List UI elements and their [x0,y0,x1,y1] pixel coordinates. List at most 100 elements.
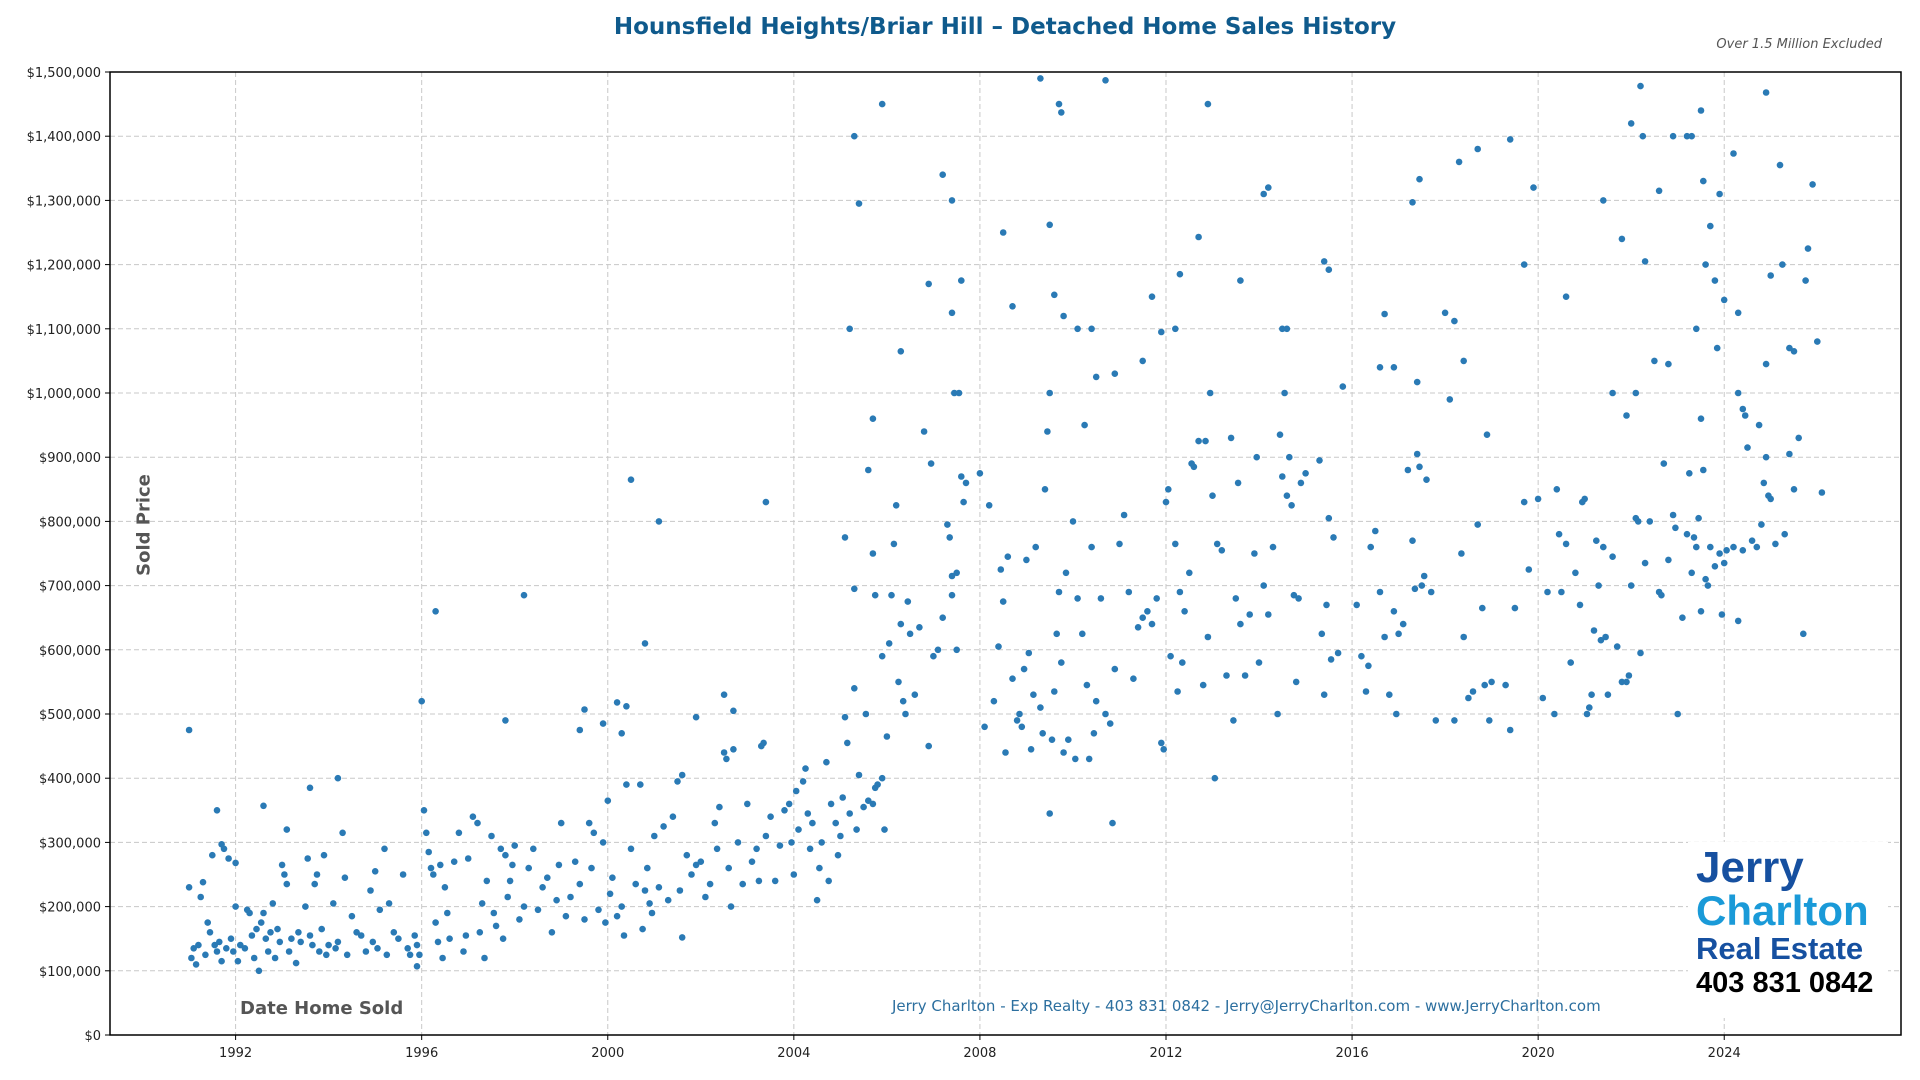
data-point [1469,688,1477,695]
data-point [371,868,379,875]
data-point [799,778,807,785]
data-point [1762,89,1770,96]
data-point [1265,611,1272,618]
data-point [1092,373,1100,381]
data-point [767,813,774,820]
data-point [253,925,260,933]
data-point [1700,466,1707,474]
data-point [390,929,398,936]
data-point [353,929,360,936]
data-point [1111,370,1119,378]
data-point [760,739,767,747]
data-point [1148,293,1156,301]
data-point [539,884,546,891]
data-point [1427,588,1435,596]
data-point [1051,291,1058,299]
data-point [297,938,305,946]
data-point [1597,636,1605,644]
data-point [660,823,667,830]
data-point [874,781,881,788]
data-point [1753,543,1761,551]
data-point [1302,470,1309,477]
data-point [1660,460,1668,467]
data-point [948,572,956,580]
data-point [1116,540,1123,548]
data-point [878,100,886,108]
data-point [716,803,723,811]
data-point [1053,630,1060,638]
data-point [255,967,263,975]
data-point [846,325,853,333]
chart-subtitle: Over 1.5 Million Excluded [1716,37,1882,52]
data-point [313,871,321,878]
data-point [1186,569,1193,577]
data-point [962,479,970,487]
data-point [985,502,993,509]
data-point [604,797,612,804]
data-point [906,630,914,638]
x-tick-label: 2016 [1336,1046,1369,1061]
data-point [283,826,291,833]
data-point [1695,514,1702,522]
data-point [383,951,391,959]
data-point [1395,630,1402,638]
data-point [1037,704,1044,711]
data-point [376,906,384,914]
data-point [1802,277,1809,284]
data-point [1634,518,1642,525]
data-point [423,829,430,837]
data-point [1058,109,1065,116]
data-point [1144,608,1151,615]
plot-frame [109,71,1902,1036]
data-point [1060,749,1067,756]
data-point [818,839,825,846]
data-point [1260,190,1267,198]
data-point [1720,559,1728,567]
data-point [1283,492,1291,500]
data-point [920,428,928,435]
data-point [834,851,842,859]
data-point [1711,563,1719,570]
data-point [855,771,863,779]
data-point [1506,726,1514,734]
data-point [1195,233,1202,241]
data-point [1018,723,1026,731]
y-tick-label: $800,000 [39,515,101,530]
data-point [618,730,625,737]
data-point [944,521,951,528]
data-point [637,781,644,788]
data-point [339,829,346,837]
data-point [1139,614,1146,621]
data-point [416,951,423,959]
data-point [425,848,433,856]
data-point [1255,659,1263,666]
data-point [925,280,932,288]
data-point [1581,495,1588,503]
data-point [692,861,700,869]
data-point [1058,659,1065,666]
data-point [655,884,663,891]
data-point [1651,357,1658,365]
data-point [1627,582,1635,589]
data-point [441,884,449,891]
data-point [1739,547,1747,554]
data-point [432,919,439,926]
data-point [502,717,509,724]
data-point [462,932,470,939]
data-point [234,957,242,965]
data-point [576,726,584,734]
data-point [1004,553,1012,560]
data-point [1325,266,1333,274]
data-point [534,906,542,914]
data-point [1767,495,1774,503]
data-point [951,389,958,397]
data-point [1090,730,1098,737]
y-tick-label: $600,000 [39,644,101,659]
data-point [434,938,442,946]
data-point [1451,717,1458,724]
data-point [990,697,998,705]
data-point [1748,537,1756,544]
data-point [997,566,1005,573]
data-point [1609,389,1616,397]
data-point [444,909,451,917]
